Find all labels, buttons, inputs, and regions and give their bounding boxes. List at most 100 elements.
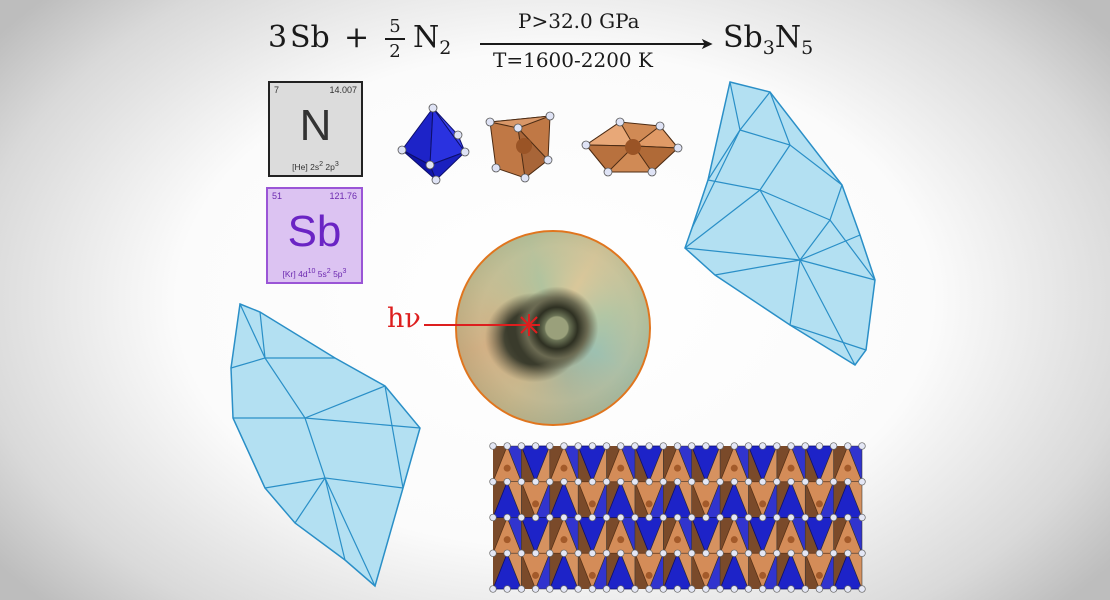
n-atom [588, 442, 596, 450]
n-atom [517, 442, 526, 450]
polyhedron-face [591, 553, 607, 590]
n-atom [645, 585, 653, 593]
n-atom [744, 585, 753, 593]
atomic-number: 7 [274, 85, 280, 95]
n-atom [546, 442, 554, 450]
n-atom [503, 549, 511, 557]
polyhedron-face [506, 552, 522, 590]
polyhedron-face [733, 445, 749, 482]
n-atom [602, 585, 611, 593]
sb-atom [588, 571, 596, 579]
sb-atom [730, 464, 738, 472]
polyhedron-face [762, 553, 778, 590]
sb-atom [617, 464, 625, 472]
atomic-mass: 14.007 [329, 85, 357, 95]
n-atom [588, 478, 596, 486]
n-atom [688, 585, 696, 593]
config-mid: 5s [315, 269, 327, 279]
config-sup-1: 2 [319, 160, 324, 169]
n-atom [617, 585, 625, 593]
polyhedron-face [790, 552, 806, 590]
product-sb: Sb [723, 20, 763, 55]
n-atom [858, 478, 866, 486]
reactant-n2: N2 [413, 20, 451, 59]
polyhedron-face [847, 552, 863, 590]
n-atom [702, 478, 710, 486]
n-atom [531, 478, 540, 486]
polyhedron-face [705, 553, 721, 590]
arrow-head-icon: ➤ [700, 34, 714, 53]
fraction-denominator: 2 [389, 40, 401, 62]
polyhedron-face [535, 553, 551, 590]
n-atom [730, 585, 738, 593]
n-atom [801, 549, 809, 557]
n-atom [844, 585, 852, 593]
n-atom [801, 442, 809, 450]
n-atom [801, 585, 809, 593]
n-atom [730, 478, 738, 486]
n-atom [617, 478, 625, 486]
n-atom [858, 585, 866, 593]
config-sup-3: 3 [342, 267, 347, 276]
n-atom [489, 585, 497, 593]
fraction-coefficient: 5 2 [385, 16, 405, 62]
n-atom [531, 442, 540, 450]
n-atom [673, 478, 682, 486]
n-atom [844, 442, 852, 450]
n-atom [602, 513, 611, 522]
n-atom [787, 549, 795, 557]
crystal-structure-slab [489, 442, 866, 593]
reactant-sb: Sb [290, 20, 330, 55]
plus-sign: + [344, 20, 370, 55]
element-tile-nitrogen: 7 14.007 N [He] 2s2 2p3 [268, 81, 363, 177]
sb-atom [503, 464, 511, 472]
sb-atom [702, 571, 710, 579]
n-atom [574, 442, 582, 450]
n-atom [787, 442, 795, 450]
n-atom [858, 549, 866, 557]
electron-configuration: [He] 2s2 2p3 [270, 160, 361, 172]
n-atom [673, 585, 682, 593]
n-atom [645, 549, 653, 557]
sb-atom [759, 500, 767, 508]
sb-atom [815, 571, 823, 579]
n-atom [716, 478, 724, 486]
n-atom [716, 442, 724, 450]
config-sup-2: 2 [326, 267, 331, 276]
n-atom [631, 478, 639, 486]
n-atom [489, 513, 497, 522]
atomic-number: 51 [272, 191, 283, 201]
config-sup-1: 10 [307, 267, 316, 276]
n-atom [617, 549, 625, 557]
condition-temperature: T=1600-2200 K [493, 48, 653, 72]
n-atom [588, 513, 596, 522]
sb-atom [617, 536, 625, 544]
n-atom [631, 513, 639, 522]
sb-atom [674, 536, 681, 544]
n-atom [858, 442, 866, 450]
n-atom [730, 442, 738, 450]
n-atom [730, 549, 738, 557]
n-atom [673, 549, 682, 557]
electron-configuration: [Kr] 4d10 5s2 5p3 [268, 267, 361, 279]
n-atom [801, 478, 809, 486]
n-atom [617, 513, 625, 522]
product-sub-5: 5 [801, 37, 814, 59]
n-atom [801, 513, 809, 522]
sb-atom [645, 500, 653, 508]
n-atom [829, 549, 838, 557]
n-atom [829, 585, 838, 593]
n-atom [744, 549, 753, 557]
n-atom [759, 549, 767, 557]
n-atom [858, 513, 866, 522]
polyhedron-face [677, 481, 692, 518]
n-atom [688, 549, 696, 557]
n-atom [531, 549, 540, 557]
n-atom [787, 478, 795, 486]
n-atom [489, 442, 497, 450]
polyhedron-face [506, 445, 522, 482]
sb-atom [787, 536, 795, 544]
polyhedron-face [677, 517, 692, 554]
polyhedron-face [563, 481, 579, 518]
polyhedron-face [620, 517, 636, 554]
